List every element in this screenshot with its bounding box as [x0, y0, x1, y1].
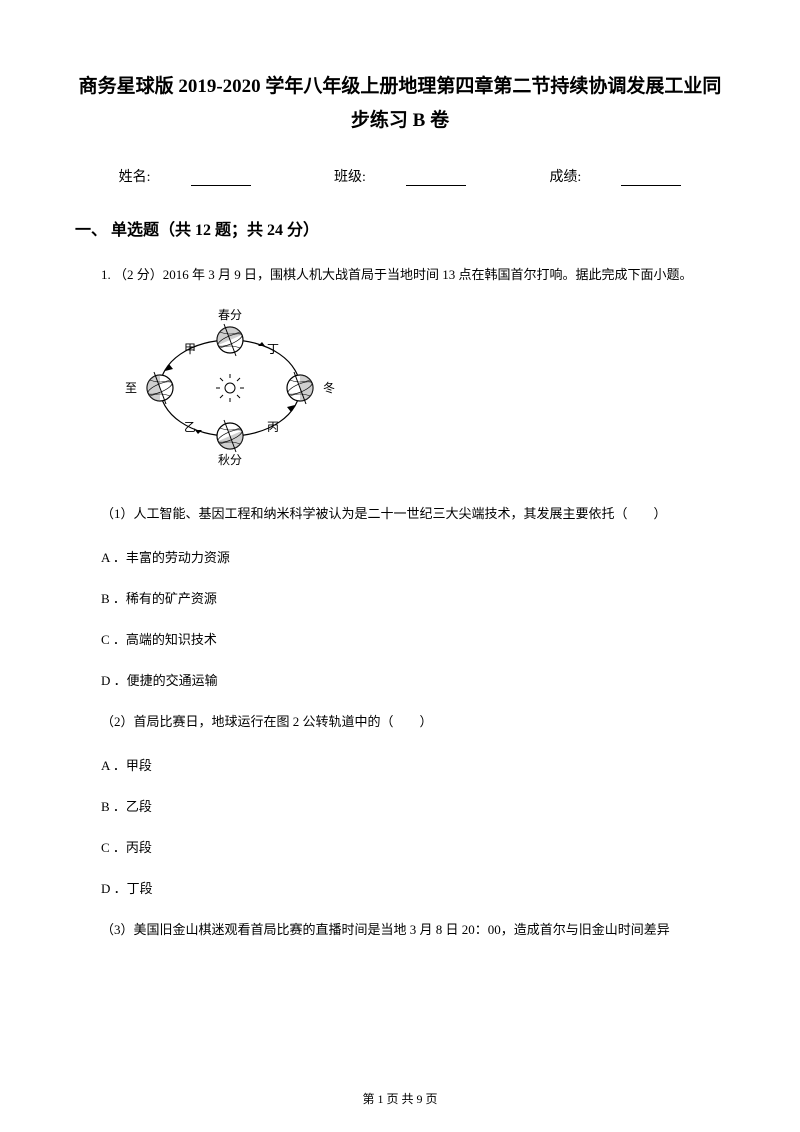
- q1-sub1-opt-d: D ．便捷的交通运输: [75, 668, 725, 694]
- diagram-arc-tl: 甲: [184, 342, 196, 356]
- name-blank: [191, 172, 251, 186]
- class-label: 班级:: [334, 170, 366, 185]
- q1-sub2-opt-d: D ．丁段: [75, 876, 725, 902]
- diagram-arc-bl: 乙: [184, 420, 196, 434]
- diagram-label-left: 夏至: [125, 381, 137, 395]
- class-blank: [406, 172, 466, 186]
- page-title: 商务星球版 2019-2020 学年八年级上册地理第四章第二节持续协调发展工业同…: [75, 70, 725, 138]
- q1-sub2-opt-c: C ．丙段: [75, 835, 725, 861]
- name-label: 姓名:: [119, 170, 151, 185]
- diagram-label-top: 春分: [218, 308, 242, 322]
- diagram-arc-br: 丙: [267, 420, 279, 434]
- q1-sub2-opt-a: A ．甲段: [75, 753, 725, 779]
- score-blank: [621, 172, 681, 186]
- name-field: 姓名:: [99, 170, 271, 185]
- score-field: 成绩:: [529, 170, 701, 185]
- orbit-diagram: 春分 冬至 秋分 夏至 甲 丁 丙 乙: [125, 306, 725, 476]
- q1-intro: 1. （2 分）2016 年 3 月 9 日，围棋人机大战首局于当地时间 13 …: [75, 262, 725, 288]
- q1-sub2: （2）首局比赛日，地球运行在图 2 公转轨道中的（ ）: [75, 709, 725, 735]
- q1-sub3: （3）美国旧金山棋迷观看首局比赛的直播时间是当地 3 月 8 日 20：00，造…: [75, 917, 725, 943]
- q1-sub1-opt-c: C ．高端的知识技术: [75, 627, 725, 653]
- class-field: 班级:: [314, 170, 486, 185]
- score-label: 成绩:: [549, 170, 581, 185]
- diagram-label-bottom: 秋分: [218, 453, 242, 467]
- orbit-svg: 春分 冬至 秋分 夏至 甲 丁 丙 乙: [125, 306, 335, 471]
- diagram-arc-tr: 丁: [267, 342, 279, 356]
- q1-sub1-opt-b: B ．稀有的矿产资源: [75, 586, 725, 612]
- student-info-row: 姓名: 班级: 成绩:: [75, 166, 725, 186]
- q1-sub2-opt-b: B ．乙段: [75, 794, 725, 820]
- page-footer: 第 1 页 共 9 页: [0, 1090, 800, 1107]
- q1-sub1: （1）人工智能、基因工程和纳米科学被认为是二十一世纪三大尖端技术，其发展主要依托…: [75, 501, 725, 527]
- q1-sub1-opt-a: A ．丰富的劳动力资源: [75, 545, 725, 571]
- diagram-label-right: 冬至: [323, 380, 335, 395]
- section-header: 一、 单选题（共 12 题；共 24 分）: [75, 216, 725, 240]
